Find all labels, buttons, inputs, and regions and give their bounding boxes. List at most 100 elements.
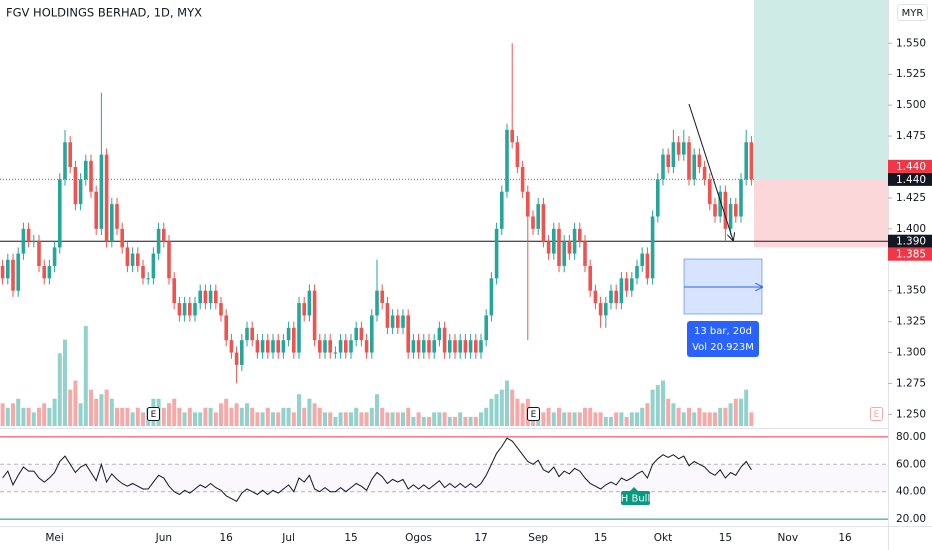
- volume-bar: [265, 407, 270, 426]
- candle-body: [162, 228, 166, 242]
- rsi-tick-label: 20.00: [896, 513, 926, 525]
- volume-bar: [83, 326, 88, 426]
- volume-bar: [297, 394, 301, 426]
- volume-bar: [510, 389, 515, 426]
- volume-bar: [239, 407, 244, 426]
- volume-bar: [271, 412, 275, 426]
- event-marker-box[interactable]: [147, 407, 160, 421]
- pattern-tag: [621, 491, 650, 505]
- candle-body: [463, 340, 468, 353]
- candle-body: [396, 315, 400, 328]
- candle-body: [172, 278, 176, 304]
- candle-body: [718, 191, 722, 217]
- candle-body: [609, 290, 613, 304]
- volume-bar: [135, 407, 140, 426]
- candle-body: [37, 241, 41, 266]
- volume-bar: [609, 416, 613, 426]
- range-label-box: [687, 321, 759, 357]
- candle-body: [214, 290, 218, 304]
- volume-bar: [427, 416, 431, 426]
- candle-body: [656, 179, 660, 217]
- y-tick-label: 1.275: [896, 377, 926, 389]
- level-label: 1.385: [896, 249, 926, 261]
- volume-bar: [63, 339, 67, 426]
- candle-body: [661, 154, 665, 180]
- volume-bar: [99, 394, 104, 426]
- axes: 1.250 1.275 1.300 1.325 1.350 1.400 1.425 1.475…: [45, 37, 932, 544]
- volume-bar: [187, 407, 192, 426]
- volume-bar: [42, 403, 47, 426]
- volume-bar: [749, 412, 754, 426]
- volume-bar: [369, 407, 374, 426]
- volume-bar: [687, 407, 691, 426]
- volume-bar: [562, 412, 567, 426]
- candle-body: [307, 290, 312, 316]
- volume-bar: [198, 412, 203, 426]
- volume-bar: [650, 389, 655, 426]
- volume-bar: [479, 412, 483, 426]
- volume-bar: [375, 394, 379, 426]
- candle-body: [151, 253, 156, 279]
- volume-bar: [588, 407, 593, 426]
- x-tick-label: Sep: [528, 532, 548, 544]
- candle-body: [73, 166, 78, 205]
- candle-body: [697, 154, 702, 167]
- volume-bar: [229, 407, 234, 426]
- volume-bar: [572, 412, 577, 426]
- volume-bar: [115, 407, 119, 426]
- candle-body: [479, 340, 483, 353]
- candle-body: [364, 340, 369, 353]
- candle-body: [52, 247, 57, 266]
- event-marker-box[interactable]: [527, 407, 540, 421]
- volume-bar: [234, 403, 239, 426]
- volume-bar: [328, 412, 333, 426]
- volume-bar: [411, 416, 416, 426]
- candle-body: [84, 160, 88, 180]
- volume-bar: [213, 412, 218, 426]
- target-zone: [754, 0, 888, 180]
- candle-body: [520, 166, 525, 192]
- x-tick-label: Jun: [155, 532, 172, 544]
- volume-bar: [21, 407, 26, 426]
- event-marker-box[interactable]: [870, 407, 883, 421]
- trend-arrow[interactable]: [688, 103, 733, 240]
- volume-bar: [421, 416, 426, 426]
- candle-body: [224, 315, 228, 341]
- volume-bar: [5, 407, 10, 426]
- candle-body: [494, 228, 499, 279]
- candle-body: [671, 142, 676, 167]
- candle-body: [234, 352, 239, 365]
- rsi-line: [2, 437, 752, 502]
- volume-bar: [640, 407, 645, 426]
- volume-bar: [208, 407, 213, 426]
- volume-bar: [676, 407, 681, 426]
- volume-bar: [567, 412, 572, 426]
- candles: [0, 43, 754, 384]
- y-tick-label: 1.550: [896, 37, 926, 49]
- candle-body: [276, 340, 280, 353]
- currency-box[interactable]: [897, 4, 928, 21]
- candle-body: [26, 228, 31, 242]
- range-bars: 13 bar, 20d: [694, 326, 752, 337]
- volume-bar: [37, 407, 41, 426]
- x-tick-label: 16: [220, 532, 234, 544]
- volume-bar: [577, 412, 582, 426]
- y-tick-label: 1.475: [896, 130, 926, 142]
- volume-bar: [302, 407, 307, 426]
- volume-bar: [260, 412, 265, 426]
- volume-bar: [312, 403, 317, 426]
- volume-bar: [94, 398, 99, 426]
- candle-body: [104, 154, 109, 242]
- volume-bar: [468, 416, 473, 426]
- volume-bar: [317, 407, 322, 426]
- candle-body: [588, 265, 592, 291]
- candle-body: [359, 327, 364, 341]
- volume-bar: [276, 412, 281, 426]
- level-label: 1.390: [896, 236, 926, 248]
- candle-body: [266, 340, 270, 353]
- candle-body: [562, 241, 566, 266]
- level-label-box: [888, 172, 932, 186]
- position-tool[interactable]: [754, 0, 888, 248]
- event-marker: E: [531, 410, 537, 420]
